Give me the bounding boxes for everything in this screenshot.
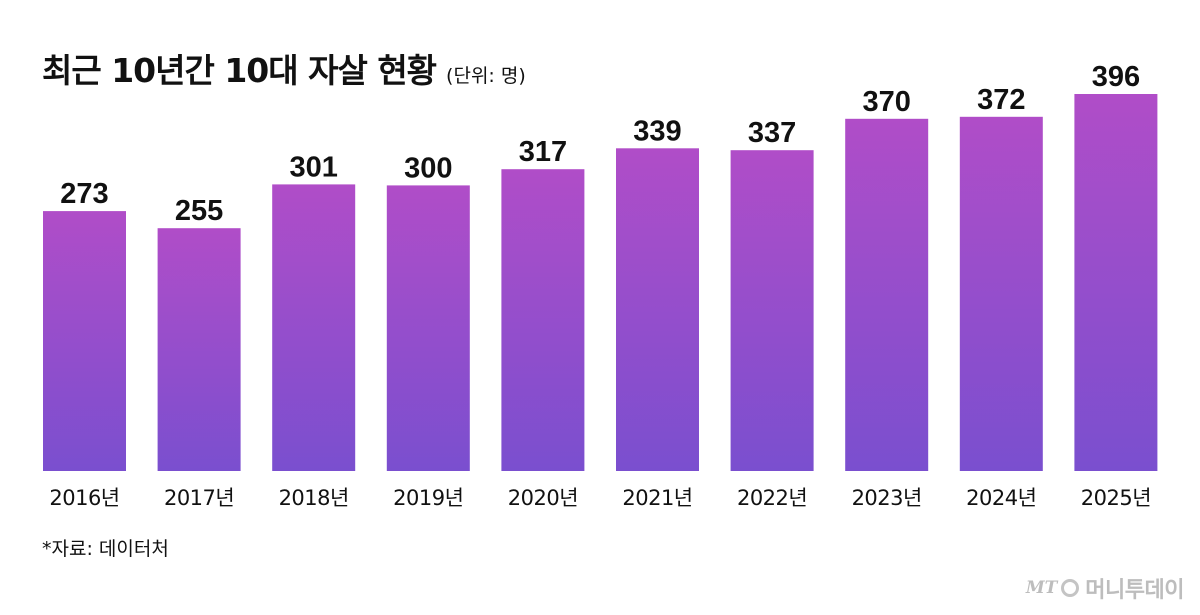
data-label: 255 — [175, 195, 223, 227]
x-tick-label: 2017년 — [164, 486, 234, 510]
bar-2022년 — [730, 150, 814, 471]
bar-2024년 — [959, 116, 1043, 472]
data-label: 339 — [633, 115, 681, 147]
bar-2023년 — [845, 118, 929, 472]
data-label: 372 — [977, 84, 1025, 116]
unit-label: (단위: 명) — [446, 65, 526, 87]
x-tick-label: 2025년 — [1081, 486, 1151, 510]
title-row: 최근 10년간 10대 자살 현황 (단위: 명) — [42, 44, 526, 92]
bar-2018년 — [272, 184, 356, 471]
bar-2016년 — [43, 211, 126, 471]
x-tick-label: 2019년 — [393, 486, 463, 510]
x-tick-label: 2023년 — [852, 486, 922, 510]
data-label: 301 — [290, 151, 338, 183]
chart-title: 최근 10년간 10대 자살 현황 — [42, 51, 437, 90]
x-tick-label: 2018년 — [279, 486, 349, 510]
logo-mark: MT — [1025, 578, 1058, 598]
x-tick-label: 2016년 — [49, 486, 119, 510]
data-label: 396 — [1092, 61, 1140, 93]
bars-group: 273 2016년 255 2017년 301 2018년 300 2019년 317 2020년… — [43, 61, 1158, 510]
bar-2017년 — [157, 228, 241, 471]
bar-2020년 — [501, 169, 585, 471]
data-label: 337 — [748, 117, 796, 149]
bar-2025년 — [1074, 94, 1158, 471]
bar-2021년 — [616, 148, 699, 472]
x-tick-label: 2021년 — [622, 486, 692, 510]
data-label: 370 — [863, 86, 911, 118]
data-label: 273 — [60, 178, 108, 210]
x-tick-label: 2020년 — [508, 486, 578, 510]
x-tick-label: 2022년 — [737, 486, 807, 510]
source-note: *자료: 데이터처 — [42, 538, 169, 560]
logo-name: 머니투데이 — [1085, 578, 1184, 603]
publisher-logo: MT 머니투데이 — [1025, 572, 1185, 604]
data-label: 317 — [519, 136, 567, 168]
logo-circle-icon — [1061, 579, 1080, 597]
bar-2019년 — [386, 185, 470, 471]
x-tick-label: 2024년 — [966, 486, 1036, 510]
data-label: 300 — [404, 152, 452, 184]
